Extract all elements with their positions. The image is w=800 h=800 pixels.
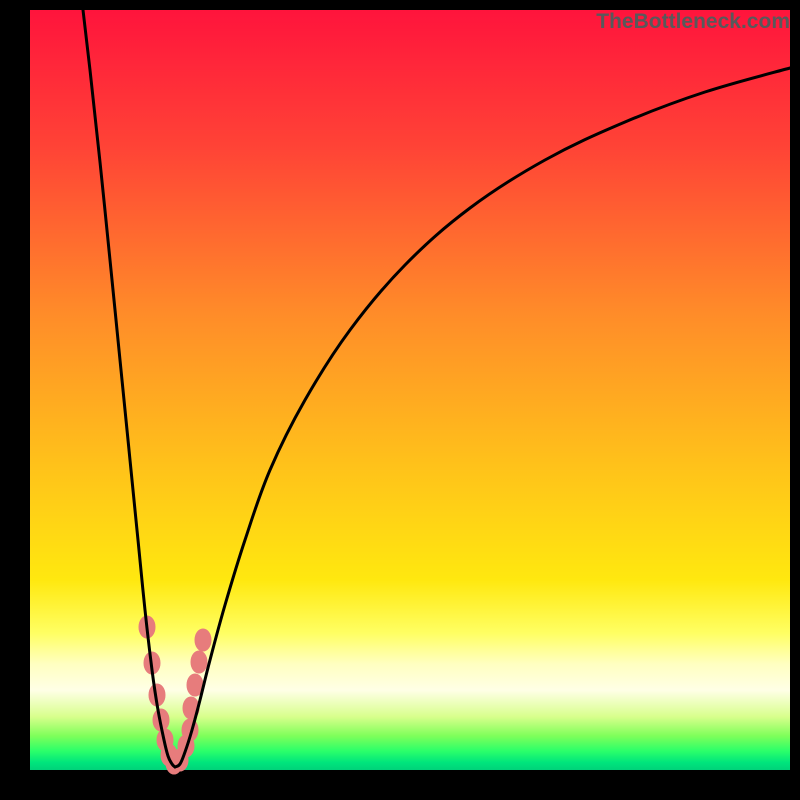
curve-layer xyxy=(30,10,790,770)
curve-right-branch xyxy=(175,68,790,767)
plot-area xyxy=(30,10,790,770)
data-marker xyxy=(191,651,207,673)
watermark-text: TheBottleneck.com xyxy=(596,10,790,34)
chart-frame: TheBottleneck.com xyxy=(0,0,800,800)
curve-left-branch xyxy=(83,10,175,767)
data-marker xyxy=(195,629,211,651)
